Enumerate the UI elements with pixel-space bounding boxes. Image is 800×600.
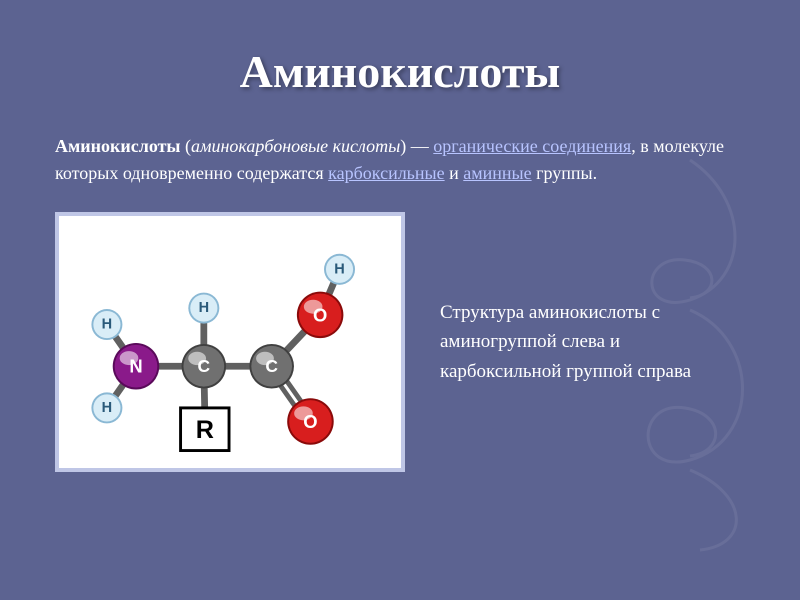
dash: — bbox=[406, 136, 433, 156]
slide: Аминокислоты Аминокислоты (аминокарбонов… bbox=[0, 0, 800, 502]
link-amine[interactable]: аминные bbox=[463, 163, 531, 183]
r-group: R bbox=[181, 408, 229, 451]
svg-text:H: H bbox=[334, 261, 344, 277]
atom-h2: H bbox=[91, 392, 122, 423]
alt-name: аминокарбоновые кислоты bbox=[191, 136, 400, 156]
link-carboxyl[interactable]: карбоксильные bbox=[328, 163, 444, 183]
def-and: и bbox=[445, 163, 464, 183]
atom-c2: C bbox=[249, 344, 294, 389]
slide-title: Аминокислоты bbox=[55, 45, 745, 98]
svg-text:C: C bbox=[198, 356, 211, 376]
term: Аминокислоты bbox=[55, 136, 181, 156]
molecule-caption: Структура аминокислоты с аминогруппой сл… bbox=[440, 298, 700, 386]
def-end: группы. bbox=[532, 163, 598, 183]
atom-h4: H bbox=[324, 254, 355, 285]
svg-text:O: O bbox=[303, 411, 317, 432]
svg-text:H: H bbox=[102, 317, 112, 333]
definition-text: Аминокислоты (аминокарбоновые кислоты) —… bbox=[55, 133, 745, 187]
svg-text:O: O bbox=[313, 304, 327, 325]
svg-text:H: H bbox=[199, 300, 209, 316]
svg-text:R: R bbox=[196, 416, 214, 444]
svg-text:N: N bbox=[129, 356, 142, 377]
svg-text:H: H bbox=[102, 400, 112, 416]
atom-h3: H bbox=[188, 293, 219, 324]
atom-h1: H bbox=[91, 309, 122, 340]
link-organic-compounds[interactable]: органические соединения bbox=[433, 136, 631, 156]
atom-n: N bbox=[113, 343, 160, 390]
atom-o2: O bbox=[287, 398, 334, 445]
atom-o1: O bbox=[297, 292, 344, 339]
atom-c1: C bbox=[182, 344, 227, 389]
svg-text:C: C bbox=[265, 356, 278, 376]
content-row: N C C H H H O O H R Структура аминокислоты с амин… bbox=[55, 212, 745, 472]
molecule-diagram: N C C H H H O O H R bbox=[55, 212, 405, 472]
